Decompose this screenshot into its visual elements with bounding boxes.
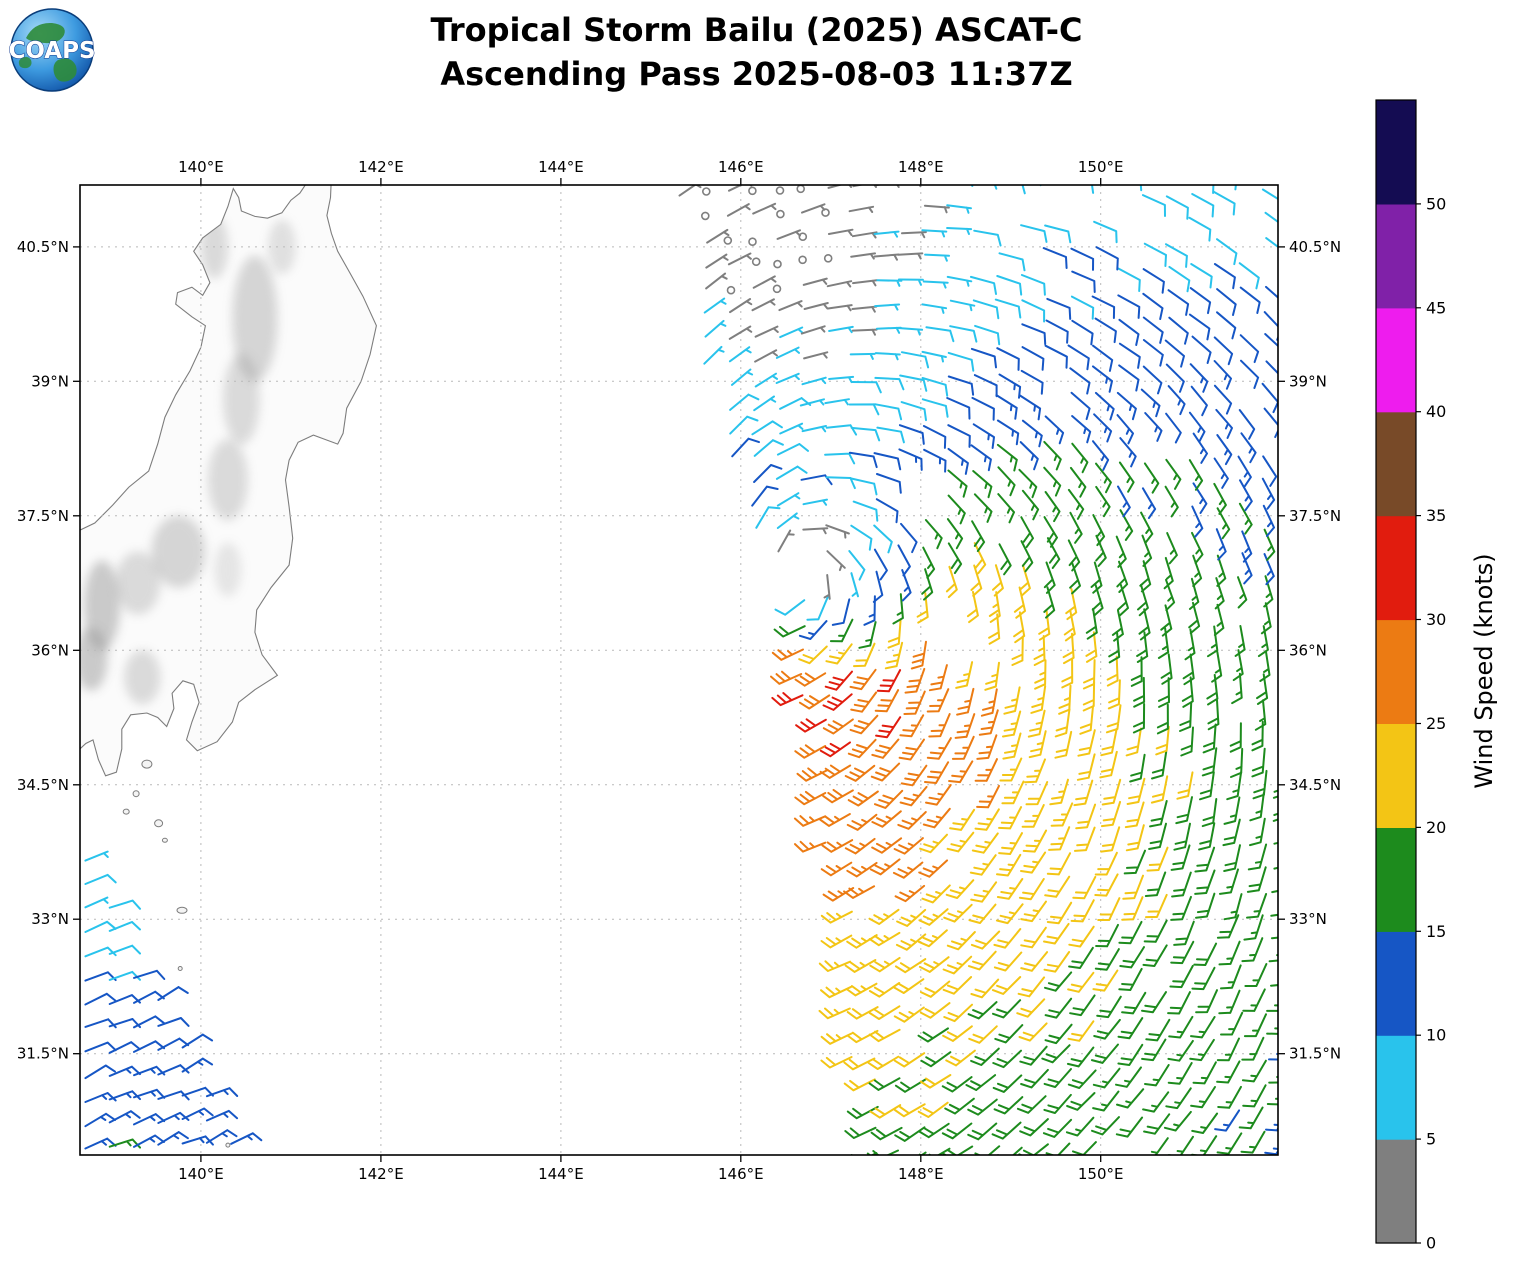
svg-text:146°E: 146°E bbox=[718, 1165, 764, 1183]
svg-text:40.5°N: 40.5°N bbox=[1289, 238, 1341, 256]
svg-text:144°E: 144°E bbox=[538, 1165, 584, 1183]
svg-text:34.5°N: 34.5°N bbox=[1289, 776, 1341, 794]
axes-tick-labels: 140°E 140°E 142°E 142°E 144°E 144°E 146°E 146°E… bbox=[17, 158, 1341, 1183]
svg-text:140°E: 140°E bbox=[178, 158, 224, 176]
svg-text:33°N: 33°N bbox=[1289, 910, 1327, 928]
svg-text:150°E: 150°E bbox=[1078, 1165, 1124, 1183]
svg-text:34.5°N: 34.5°N bbox=[17, 776, 69, 794]
svg-text:33°N: 33°N bbox=[31, 910, 69, 928]
colorbar-label: Wind Speed (knots) bbox=[1470, 553, 1498, 788]
coastline-japan bbox=[80, 185, 377, 1148]
svg-text:144°E: 144°E bbox=[538, 158, 584, 176]
svg-text:142°E: 142°E bbox=[358, 1165, 404, 1183]
coaps-globe-icon: COAPS bbox=[8, 8, 96, 92]
svg-text:39°N: 39°N bbox=[1289, 372, 1327, 390]
svg-text:50: 50 bbox=[1426, 194, 1446, 213]
coaps-logo: COAPS bbox=[8, 6, 96, 94]
colorbar: 0 5 10 15 20 25 30 35 40 45 50 bbox=[1375, 99, 1446, 1253]
svg-text:35: 35 bbox=[1426, 506, 1446, 525]
axes-frame bbox=[79, 184, 1279, 1156]
chart-title-line1: Tropical Storm Bailu (2025) ASCAT-C bbox=[430, 11, 1083, 49]
svg-text:31.5°N: 31.5°N bbox=[1289, 1045, 1341, 1063]
lat-lon-gridlines bbox=[80, 185, 1278, 1155]
svg-text:148°E: 148°E bbox=[898, 1165, 944, 1183]
svg-text:37.5°N: 37.5°N bbox=[17, 507, 69, 525]
svg-text:142°E: 142°E bbox=[358, 158, 404, 176]
svg-text:37.5°N: 37.5°N bbox=[1289, 507, 1341, 525]
svg-text:15: 15 bbox=[1426, 922, 1446, 941]
svg-text:31.5°N: 31.5°N bbox=[17, 1045, 69, 1063]
chart-title: Tropical Storm Bailu (2025) ASCAT-C Asce… bbox=[0, 8, 1513, 96]
svg-text:5: 5 bbox=[1426, 1130, 1436, 1149]
svg-text:30: 30 bbox=[1426, 610, 1446, 629]
svg-text:10: 10 bbox=[1426, 1026, 1446, 1045]
svg-text:45: 45 bbox=[1426, 298, 1446, 317]
svg-text:39°N: 39°N bbox=[31, 372, 69, 390]
svg-text:36°N: 36°N bbox=[1289, 641, 1327, 659]
chart-title-line2: Ascending Pass 2025-08-03 11:37Z bbox=[440, 55, 1073, 94]
svg-text:36°N: 36°N bbox=[31, 641, 69, 659]
svg-text:40.5°N: 40.5°N bbox=[17, 238, 69, 256]
axes-ticks bbox=[73, 178, 1285, 1162]
svg-text:25: 25 bbox=[1426, 714, 1446, 733]
svg-text:20: 20 bbox=[1426, 818, 1446, 837]
svg-text:150°E: 150°E bbox=[1078, 158, 1124, 176]
coaps-logo-text: COAPS bbox=[8, 38, 95, 64]
svg-text:0: 0 bbox=[1426, 1234, 1436, 1253]
svg-text:40: 40 bbox=[1426, 402, 1446, 421]
svg-text:146°E: 146°E bbox=[718, 158, 764, 176]
svg-text:148°E: 148°E bbox=[898, 158, 944, 176]
wind-barbs-layer bbox=[84, 185, 1278, 1155]
svg-text:140°E: 140°E bbox=[178, 1165, 224, 1183]
